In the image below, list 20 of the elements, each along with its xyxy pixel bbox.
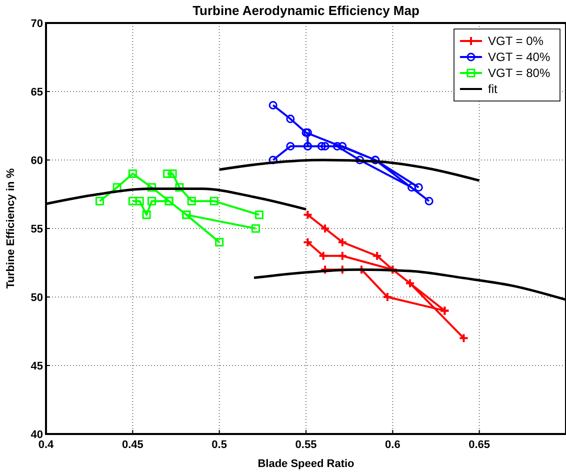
y-tick-label: 70 [30, 18, 43, 30]
x-tick-label: 0.4 [38, 439, 55, 451]
legend-label: VGT = 80% [488, 66, 550, 80]
x-axis-title: Blade Speed Ratio [258, 458, 355, 470]
x-tick-label: 0.65 [468, 439, 490, 451]
legend-label: VGT = 0% [488, 34, 544, 48]
y-tick-label: 45 [30, 360, 43, 372]
y-tick-label: 55 [30, 224, 43, 236]
chart-title: Turbine Aerodynamic Efficiency Map [192, 3, 420, 18]
x-tick-label: 0.6 [385, 439, 400, 451]
x-tick-label: 0.55 [295, 439, 317, 451]
y-tick-label: 40 [30, 429, 43, 441]
y-tick-label: 60 [30, 155, 43, 167]
legend-label: VGT = 40% [488, 50, 550, 64]
y-tick-label: 65 [30, 86, 43, 98]
x-tick-label: 0.5 [212, 439, 227, 451]
y-tick-label: 50 [30, 292, 43, 304]
y-axis-title: Turbine Efficiency in % [5, 168, 17, 289]
legend-label: fit [488, 82, 498, 96]
x-tick-label: 0.45 [122, 439, 144, 451]
